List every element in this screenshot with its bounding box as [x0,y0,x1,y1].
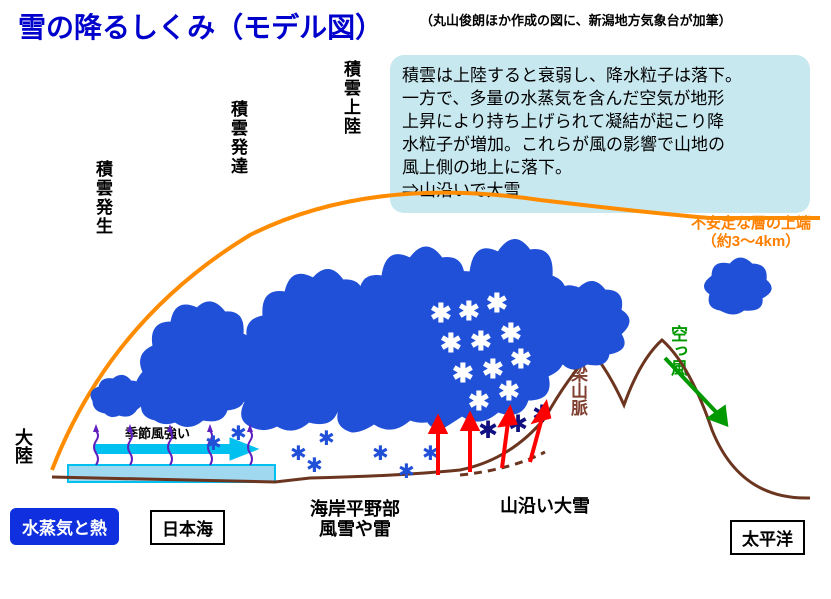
diagram-title: 雪の降るしくみ（モデル図） [18,6,383,46]
svg-text:✱: ✱ [470,326,492,356]
diagram-subtitle: （丸山俊朗ほか作成の図に、新潟地方気象台が加筆） [420,10,732,29]
explain-line: 一方で、多量の水蒸気を含んだ空気が地形 [402,88,798,111]
unstable-layer-label: 不安定な層の上端（約3～4km） [691,215,811,251]
sea-label-box: 日本海 [150,510,225,545]
explain-line: ⇒山沿いで大雪 [402,180,798,203]
stage-label-3: 積雲上陸 [338,60,363,136]
svg-text:✱: ✱ [290,443,307,465]
svg-text:✱: ✱ [430,298,452,328]
explain-line: 上昇により持ち上げられて凝結が起こり降 [402,111,798,134]
svg-text:✱: ✱ [440,328,462,358]
svg-text:✱: ✱ [230,423,247,445]
explanation-box: 積雲は上陸すると衰弱し、降水粒子は落下。 一方で、多量の水蒸気を含んだ空気が地形… [390,55,810,213]
explain-line: 風上側の地上に落下。 [402,157,798,180]
svg-text:✱: ✱ [306,455,323,477]
karakaze-label: 空っ風 [665,325,690,376]
ridge-label: 脊梁山脈 [565,348,590,416]
svg-text:✱: ✱ [532,401,552,428]
explain-line: 積雲は上陸すると衰弱し、降水粒子は落下。 [402,65,798,88]
svg-text:✱: ✱ [318,428,335,450]
svg-text:✱: ✱ [508,411,528,438]
svg-text:✱: ✱ [398,461,415,483]
stage-label-1: 積雲発生 [90,160,115,236]
region-mountain-label: 山沿い大雪 [500,497,590,517]
svg-text:✱: ✱ [468,386,490,416]
explain-line: 水粒子が増加。これらが風の影響で山地の [402,134,798,157]
svg-text:✱: ✱ [452,358,474,388]
svg-text:✱: ✱ [510,344,532,374]
svg-text:✱: ✱ [498,376,520,406]
svg-text:✱: ✱ [458,296,480,326]
svg-text:✱: ✱ [372,443,389,465]
svg-text:✱: ✱ [500,318,522,348]
monsoon-label: 季節風強い [125,423,190,442]
pacific-label-box: 太平洋 [730,520,805,555]
svg-text:✱: ✱ [422,443,439,465]
vapor-heat-label: 水蒸気と熱 [10,508,119,545]
svg-text:✱: ✱ [205,433,222,455]
stage-label-2: 積雲発達 [225,100,250,176]
region-coast-label: 海岸平野部風雪や雷 [310,500,400,540]
updraft-label: 上昇気流 [407,308,432,376]
svg-text:✱: ✱ [482,354,504,384]
svg-text:✱: ✱ [486,288,508,318]
continent-label: 大陸 [10,428,36,464]
svg-text:✱: ✱ [478,417,498,444]
